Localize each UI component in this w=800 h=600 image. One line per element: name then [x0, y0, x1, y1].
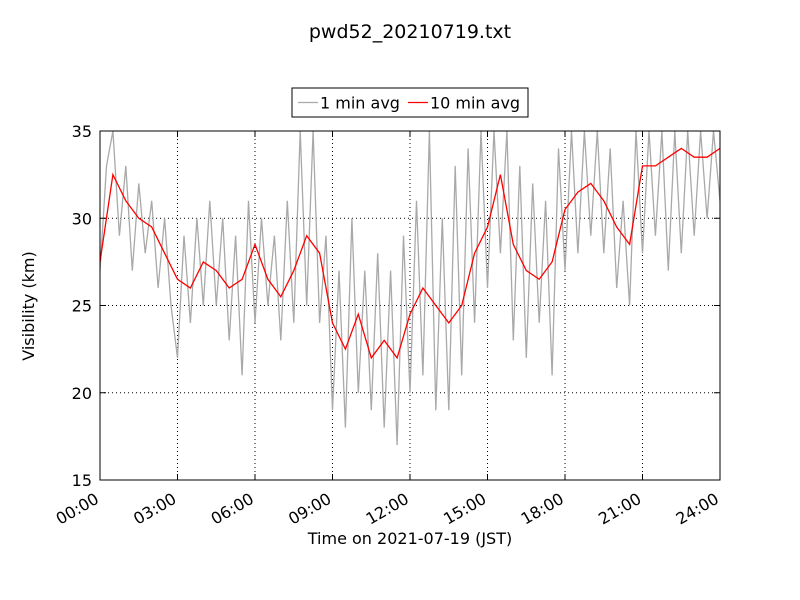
x-tick-label: 03:00	[130, 489, 179, 529]
y-axis-label: Visibility (km)	[19, 251, 38, 360]
x-tick-label: 06:00	[208, 489, 257, 529]
y-tick-label: 30	[72, 209, 92, 228]
x-tick-label: 00:00	[53, 489, 102, 529]
legend: 1 min avg 10 min avg	[291, 87, 529, 118]
x-tick-label: 24:00	[673, 489, 722, 529]
series-line	[100, 131, 720, 446]
x-tick-label: 09:00	[285, 489, 334, 529]
series-line	[100, 147, 720, 360]
y-tick-label: 20	[72, 384, 92, 403]
grid	[99, 130, 721, 481]
legend-label: 10 min avg	[430, 94, 520, 113]
legend-label: 1 min avg	[320, 94, 400, 113]
x-tick-label: 12:00	[363, 489, 412, 529]
x-tick-label: 15:00	[440, 489, 489, 529]
x-tick-label: 18:00	[518, 489, 567, 529]
x-axis-label: Time on 2021-07-19 (JST)	[307, 529, 512, 548]
chart-title: pwd52_20210719.txt	[309, 21, 511, 43]
y-tick-label: 35	[72, 122, 92, 141]
y-tick-label: 25	[72, 297, 92, 316]
y-tick-label: 15	[72, 471, 92, 490]
x-tick-label: 21:00	[595, 489, 644, 529]
plot-area	[100, 131, 720, 446]
